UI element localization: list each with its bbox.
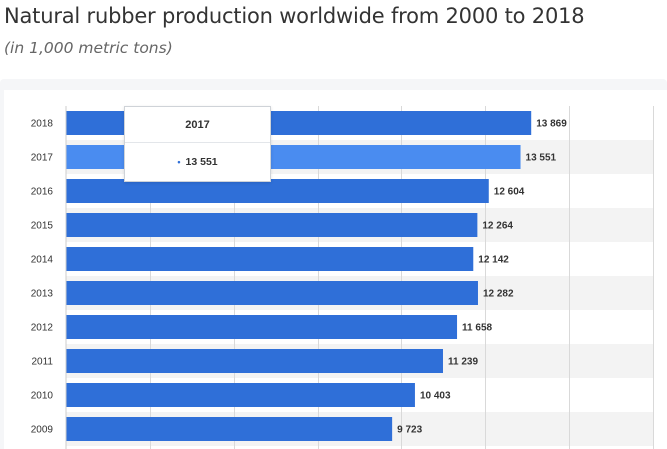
y-tick-label: 2013 (31, 289, 54, 300)
data-label: 12 604 (494, 187, 525, 198)
data-label: 11 239 (448, 357, 478, 368)
data-label: 10 403 (420, 391, 451, 402)
y-tick-label: 2009 (31, 425, 54, 436)
bar-2015 (66, 213, 478, 237)
y-tick-label: 2010 (31, 391, 54, 402)
y-tick-label: 2018 (31, 119, 54, 130)
page-title: Natural rubber production worldwide from… (4, 4, 585, 28)
data-label: 9 723 (397, 425, 422, 436)
y-tick-label: 2014 (31, 255, 54, 266)
y-tick-label: 2017 (31, 153, 54, 164)
tooltip-value: 13 551 (185, 156, 218, 168)
bar-2010 (66, 383, 415, 407)
bar-2009 (66, 417, 393, 441)
y-tick-label: 2016 (31, 187, 54, 198)
data-labels: 13 869 13 551 12 604 12 264 12 142 12 282 11 6… (397, 119, 567, 436)
bar-2011 (66, 349, 443, 373)
data-label: 12 142 (478, 255, 509, 266)
data-label: 12 264 (482, 221, 513, 232)
bar-2014 (66, 247, 474, 271)
data-label: 13 551 (526, 153, 557, 164)
page-subtitle: (in 1,000 metric tons) (4, 39, 173, 57)
data-label: 11 658 (462, 323, 492, 334)
data-label: 12 282 (483, 289, 514, 300)
tooltip-bullet: • (177, 157, 181, 167)
bar-2013 (66, 281, 478, 305)
y-tick-label: 2011 (31, 357, 53, 368)
bar-2012 (66, 315, 458, 339)
tooltip: 2017 • 13 551 (124, 106, 271, 182)
y-axis-labels: 2018 2017 2016 2015 2014 2013 2012 2011 2010 2009 (31, 119, 54, 436)
bar-2016 (66, 179, 489, 203)
data-label: 13 869 (536, 119, 567, 130)
tooltip-body: • 13 551 (125, 143, 270, 181)
tooltip-year: 2017 (125, 107, 270, 143)
y-tick-label: 2012 (31, 323, 54, 334)
y-tick-label: 2015 (31, 221, 54, 232)
